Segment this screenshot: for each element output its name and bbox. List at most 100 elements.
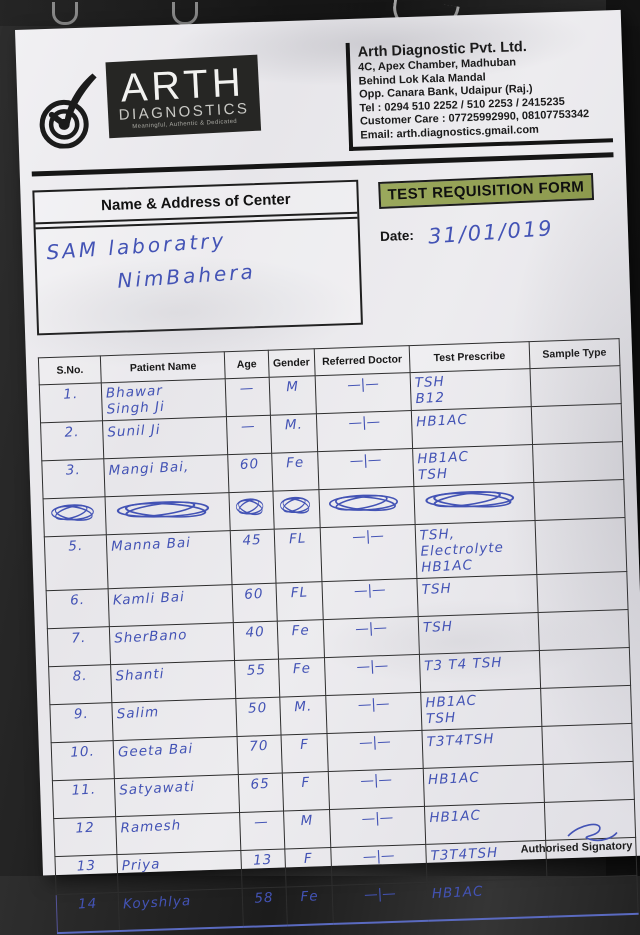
cell-test-prescribe [413, 482, 535, 525]
cell-sample-type [532, 441, 624, 483]
handwritten-value: —|— [346, 375, 380, 394]
handwritten-value: —|— [356, 657, 389, 676]
handwritten-value: 65 [250, 775, 271, 793]
handwritten-value: 60 [240, 455, 260, 473]
cell-age: 13 [241, 849, 286, 889]
cell-age: 45 [230, 529, 276, 585]
cell-test-prescribe: TSH [418, 612, 540, 655]
cell-patient-name: Manna Bai [106, 530, 233, 589]
binding-wire-icon [172, 2, 198, 25]
logo-box: ARTH DIAGNOSTICS Meaningful, Authentic &… [105, 54, 262, 139]
handwritten-value: HB1AC TSH [424, 692, 478, 728]
cell-referred-doctor: —|— [320, 524, 417, 582]
cell-patient-name: Koyshlya [118, 888, 244, 932]
handwritten-value: —|— [357, 695, 390, 714]
handwritten-value: HB1AC TSH [416, 448, 470, 484]
handwritten-value: 9. [73, 705, 90, 723]
col-header-age: Age [224, 350, 269, 379]
handwritten-value: F [300, 774, 311, 792]
col-header-referred-doctor: Referred Doctor [314, 345, 411, 376]
cell-gender: F [284, 847, 332, 888]
cell-age: — [225, 377, 270, 417]
handwritten-value: T3T4TSH [426, 730, 495, 751]
center-city-handwriting: NimBahera [116, 259, 257, 293]
cell-sno: 5. [44, 534, 109, 591]
cell-gender: Fe [285, 885, 334, 926]
handwritten-value: 60 [244, 585, 265, 603]
handwritten-value: Shanti [115, 665, 166, 685]
center-address-box: Name & Address of Center SAM laboratry N… [32, 179, 363, 336]
cell-sample-type [531, 403, 623, 445]
cell-referred-doctor: —|— [329, 806, 426, 848]
table-row [43, 479, 625, 537]
cell-age: 55 [234, 659, 280, 699]
handwritten-value: —|— [353, 581, 386, 600]
handwritten-value: 8. [72, 667, 88, 685]
cell-age: 58 [242, 887, 287, 927]
cell-age: — [240, 811, 285, 851]
cell-referred-doctor: —|— [328, 768, 425, 810]
cell-referred-doctor: —|— [316, 410, 413, 452]
cell-sno: 1. [39, 382, 103, 423]
cell-gender: F [281, 771, 330, 812]
requisition-table: S.No. Patient Name Age Gender Referred Docto… [38, 338, 639, 934]
cell-sno: 9. [49, 702, 114, 743]
cell-age: 70 [237, 735, 282, 775]
cell-test-prescribe: HB1AC [423, 764, 545, 807]
handwritten-value: SherBano [114, 626, 189, 647]
handwritten-value: FL [288, 530, 307, 548]
center-box-body: SAM laboratry NimBahera [35, 216, 361, 334]
handwritten-value: Geeta Bai [117, 740, 194, 761]
cell-gender: M. [279, 695, 327, 736]
handwritten-value: T3T4TSH [430, 844, 499, 865]
handwritten-value: —|— [351, 527, 385, 546]
cell-patient-name: Bhawar Singh Ji [101, 378, 227, 421]
handwritten-value: Priya [121, 856, 162, 875]
handwritten-value: — [241, 418, 257, 435]
cell-sample-type [537, 609, 630, 651]
cell-age: 60 [228, 453, 273, 493]
handwritten-value: 13 [253, 851, 274, 869]
cell-test-prescribe: HB1AC [424, 802, 546, 845]
cell-test-prescribe: HB1AC [426, 878, 548, 921]
cell-gender: FL [275, 581, 324, 622]
handwritten-value: HB1AC [428, 807, 482, 827]
handwritten-value: TSH B12 [414, 373, 446, 408]
handwritten-value: —|— [363, 885, 396, 904]
cell-patient-name: Priya [117, 850, 243, 893]
cell-sample-type [541, 723, 634, 765]
handwritten-value: 12 [75, 819, 96, 837]
handwritten-value: 50 [248, 699, 269, 717]
scribble-mark [236, 498, 264, 516]
cell-referred-doctor: —|— [321, 578, 419, 620]
cell-test-prescribe: TSH B12 [410, 368, 532, 411]
date-label: Date: [379, 227, 415, 244]
cell-referred-doctor: —|— [330, 844, 427, 886]
cell-gender: F [280, 733, 329, 774]
cell-patient-name: Kamli Bai [108, 584, 234, 627]
cell-gender: Fe [278, 657, 326, 698]
signature-icon [567, 823, 618, 842]
scribble-mark [279, 496, 310, 514]
handwritten-value: HB1AC [427, 769, 481, 789]
cell-referred-doctor [318, 486, 416, 528]
cell-sno: 6. [46, 588, 110, 629]
cell-age: 60 [232, 583, 277, 623]
cell-sample-type [546, 875, 639, 917]
cell-sno: 3. [41, 458, 106, 499]
handwritten-value: — [254, 813, 270, 831]
handwritten-value: 55 [246, 661, 267, 679]
handwritten-value: M [285, 378, 299, 396]
cell-referred-doctor: —|— [317, 448, 414, 490]
handwritten-value: —|— [361, 809, 394, 828]
handwritten-value: 58 [254, 889, 275, 907]
handwritten-value: F [303, 850, 313, 867]
handwritten-value: Fe [292, 660, 311, 678]
cell-patient-name: Satyawati [114, 774, 241, 817]
cell-test-prescribe: HB1AC [411, 406, 533, 449]
cell-gender: FL [273, 527, 322, 584]
cell-gender: M [268, 375, 317, 416]
handwritten-value: Ramesh [120, 817, 182, 837]
handwritten-value: M [299, 812, 314, 830]
cell-sample-type [536, 571, 629, 613]
